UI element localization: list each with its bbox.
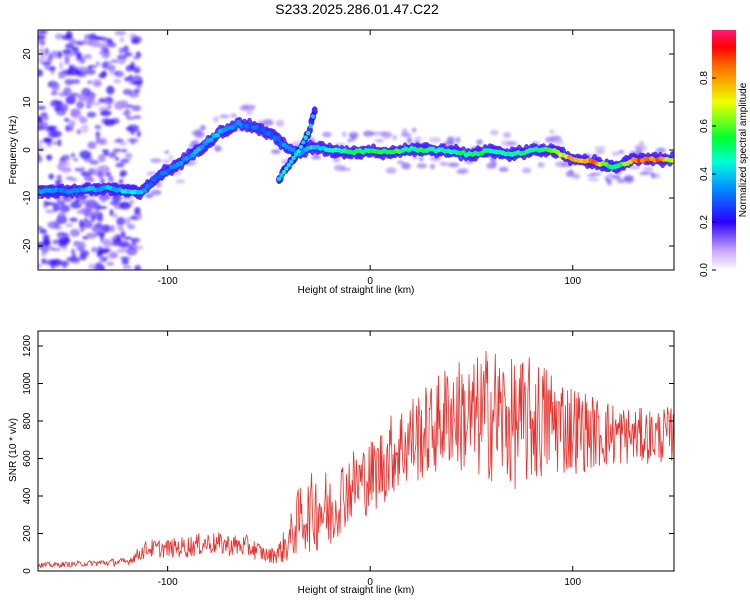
spectrogram-y-tick-label: 10 [22, 96, 33, 108]
snr-frame [37, 330, 675, 572]
spectrogram-y-label: Frequency (Hz) [8, 116, 19, 185]
snr-y-tick-label: 400 [22, 487, 33, 504]
spectrogram-y-tick-label: -20 [22, 238, 33, 253]
colorbar: 0.0 0.2 0.4 0.6 0.8 Normalized spectral ampl… [699, 30, 749, 277]
colorbar-label: Normalized spectral amplitude [738, 82, 749, 217]
snr-y-tick-label: 0 [22, 568, 33, 574]
colorbar-gradient [712, 30, 736, 270]
colorbar-tick-label: 0.8 [699, 71, 710, 85]
snr-x-tick-label: -100 [158, 577, 178, 588]
spectrogram-y-tick-label: 20 [22, 48, 33, 60]
ridge-core [38, 114, 674, 195]
colorbar-tick-label: 0.0 [699, 263, 710, 277]
snr-y-label: SNR (10 * v/v) [8, 418, 19, 482]
colorbar-tick-label: 0.2 [699, 215, 710, 229]
colorbar-tick-label: 0.4 [699, 167, 710, 181]
snr-y-tick-label: 1200 [22, 334, 33, 357]
snr-plot-area [38, 331, 674, 571]
snr-x-tick-label: 0 [367, 577, 373, 588]
snr-y-tick-label: 1000 [22, 372, 33, 395]
spectrogram-x-label: Height of straight line (km) [298, 285, 415, 296]
spectrogram-layer [38, 30, 674, 270]
snr-y-tick-label: 600 [22, 450, 33, 467]
snr-x-tick-label: 100 [564, 577, 581, 588]
spectrogram-x-tick-label: -100 [158, 276, 178, 287]
spectrogram-x-tick-label: 0 [367, 276, 373, 287]
spectrogram-y-tick-label: 0 [22, 147, 33, 153]
chart-title: S233.2025.286.01.47.C22 [275, 1, 439, 17]
spectrogram-x-tick-label: 100 [564, 276, 581, 287]
snr-series-line [38, 350, 674, 569]
spectrogram-y-tick-label: -10 [22, 190, 33, 205]
snr-x-label: Height of straight line (km) [298, 585, 415, 596]
snr-y-tick-label: 800 [22, 412, 33, 429]
colorbar-ticks: 0.0 0.2 0.4 0.6 0.8 [699, 71, 716, 277]
colorbar-tick-label: 0.6 [699, 119, 710, 133]
snr-y-tick-label: 200 [22, 525, 33, 542]
noise-speckle [38, 30, 666, 270]
